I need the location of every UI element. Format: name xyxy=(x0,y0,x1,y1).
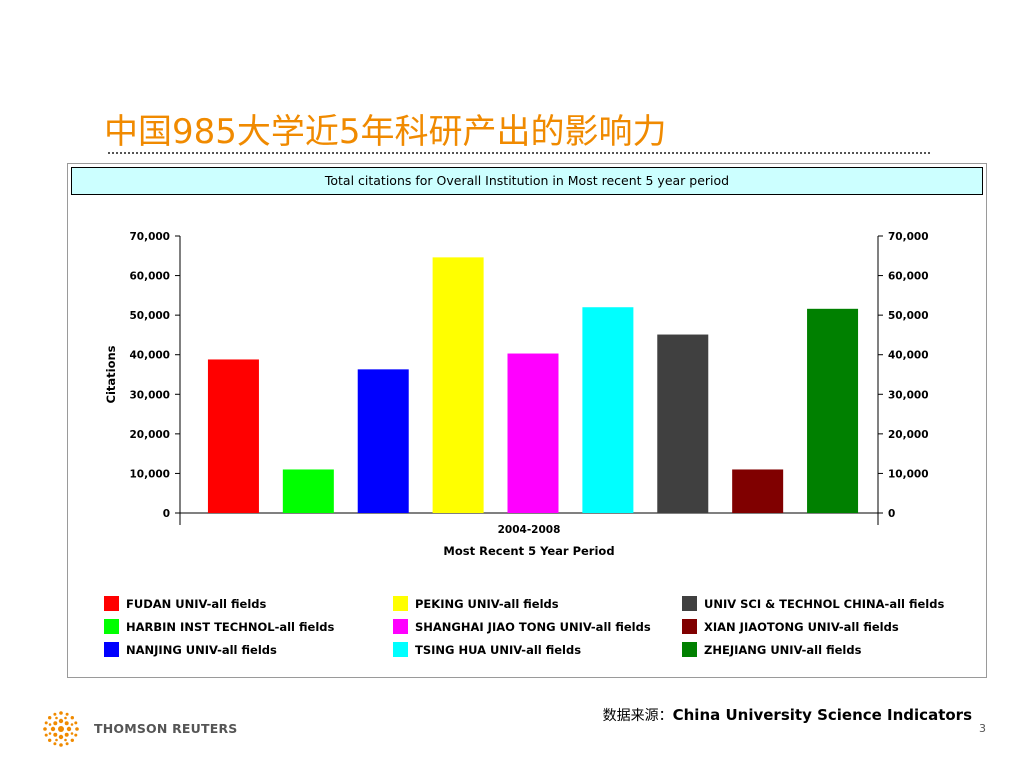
y-tick-label-right: 70,000 xyxy=(888,231,929,243)
title-divider xyxy=(108,152,930,154)
y-tick-label-right: 10,000 xyxy=(888,468,929,480)
legend-swatch xyxy=(682,642,697,657)
legend-label: UNIV SCI & TECHNOL CHINA-all fields xyxy=(704,597,945,611)
bar-3 xyxy=(357,369,409,513)
thomson-reuters-logo-icon xyxy=(43,711,79,747)
bar-9 xyxy=(807,308,859,513)
legend-item: XIAN JIAOTONG UNIV-all fields xyxy=(682,619,899,635)
legend-swatch xyxy=(393,619,408,634)
y-tick-label-right: 30,000 xyxy=(888,389,929,401)
data-source-value: China University Science Indicators xyxy=(672,706,972,724)
legend-item: ZHEJIANG UNIV-all fields xyxy=(682,642,861,658)
legend-item: SHANGHAI JIAO TONG UNIV-all fields xyxy=(393,619,651,635)
y-tick-label-right: 60,000 xyxy=(888,271,929,283)
data-source-label: 数据来源： xyxy=(602,708,673,724)
x-category-label: 2004-2008 xyxy=(498,524,561,536)
legend-swatch xyxy=(104,619,119,634)
bar-7 xyxy=(657,334,709,513)
legend-item: FUDAN UNIV-all fields xyxy=(104,596,266,612)
y-tick-label-left: 30,000 xyxy=(129,389,170,401)
legend-swatch xyxy=(104,596,119,611)
legend-item: NANJING UNIV-all fields xyxy=(104,642,277,658)
y-tick-label-left: 40,000 xyxy=(129,350,170,362)
slide-title: 中国985大学近5年科研产出的影响力 xyxy=(104,112,667,152)
chart-frame: Total citations for Overall Institution … xyxy=(67,163,987,678)
bar-6 xyxy=(582,307,634,513)
logo-text: THOMSON REUTERS xyxy=(94,721,238,736)
legend-swatch xyxy=(393,642,408,657)
bar-2 xyxy=(282,469,334,513)
legend-label: HARBIN INST TECHNOL-all fields xyxy=(126,620,335,634)
legend-item: UNIV SCI & TECHNOL CHINA-all fields xyxy=(682,596,944,612)
y-tick-label-right: 20,000 xyxy=(888,429,929,441)
bar-1 xyxy=(207,359,259,513)
y-tick-label-left: 0 xyxy=(163,508,170,520)
legend-swatch xyxy=(682,596,697,611)
data-source: 数据来源：China University Science Indicators xyxy=(603,705,972,725)
y-tick-label-left: 50,000 xyxy=(129,310,170,322)
legend-label: PEKING UNIV-all fields xyxy=(415,597,559,611)
y-tick-label-right: 50,000 xyxy=(888,310,929,322)
legend-swatch xyxy=(104,642,119,657)
bar-5 xyxy=(507,353,559,513)
y-tick-label-left: 20,000 xyxy=(129,429,170,441)
legend-label: TSING HUA UNIV-all fields xyxy=(415,643,582,657)
chart-title: Total citations for Overall Institution … xyxy=(71,167,983,195)
y-tick-label-right: 0 xyxy=(888,508,895,520)
bar-4 xyxy=(432,257,484,513)
y-axis-label: Citations xyxy=(104,345,118,403)
legend-label: ZHEJIANG UNIV-all fields xyxy=(704,643,862,657)
bar-chart: 0 0 10,000 10,000 20,000 20,000 30,000 30,000 40… xyxy=(104,231,929,558)
legend-item: HARBIN INST TECHNOL-all fields xyxy=(104,619,334,635)
legend-swatch xyxy=(393,596,408,611)
x-axis-label: Most Recent 5 Year Period xyxy=(443,544,614,558)
page-number: 3 xyxy=(979,722,986,735)
legend-item: TSING HUA UNIV-all fields xyxy=(393,642,581,658)
y-tick-label-left: 70,000 xyxy=(129,231,170,243)
bar-8 xyxy=(732,469,784,513)
legend-label: FUDAN UNIV-all fields xyxy=(126,597,267,611)
legend-item: PEKING UNIV-all fields xyxy=(393,596,559,612)
legend-label: NANJING UNIV-all fields xyxy=(126,643,277,657)
y-tick-label-left: 10,000 xyxy=(129,468,170,480)
y-tick-label-left: 60,000 xyxy=(129,271,170,283)
legend-swatch xyxy=(682,619,697,634)
legend-label: XIAN JIAOTONG UNIV-all fields xyxy=(704,620,899,634)
y-tick-label-right: 40,000 xyxy=(888,350,929,362)
legend-label: SHANGHAI JIAO TONG UNIV-all fields xyxy=(415,620,651,634)
